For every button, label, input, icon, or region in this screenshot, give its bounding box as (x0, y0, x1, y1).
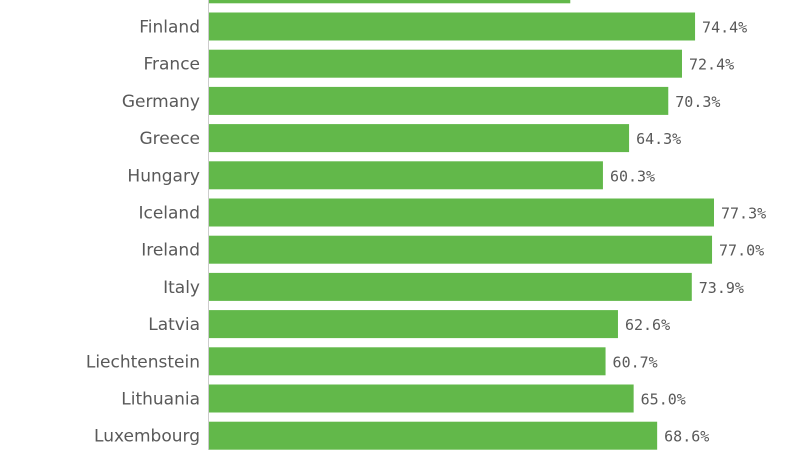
value-label-finland: 74.4% (702, 19, 747, 37)
category-label-greece: Greece (139, 129, 200, 149)
value-labels: 74.4% 72.4% 70.3% 64.3% 60.3% 77.3% 77.0% 73.9%… (610, 19, 766, 446)
bars-group (209, 0, 714, 450)
category-label-hungary: Hungary (127, 166, 200, 186)
value-label-iceland: 77.3% (721, 205, 766, 223)
bar-latvia (209, 310, 618, 339)
value-label-lithuania: 65.0% (641, 391, 686, 409)
bar-lithuania (209, 384, 634, 413)
value-label-germany: 70.3% (675, 93, 720, 111)
category-label-finland: Finland (139, 18, 200, 38)
value-label-hungary: 60.3% (610, 167, 655, 185)
bar-luxembourg (209, 421, 658, 450)
category-label-lithuania: Lithuania (121, 390, 200, 410)
category-label-liechtenstein: Liechtenstein (86, 352, 200, 372)
category-label-iceland: Iceland (138, 204, 200, 224)
bar-partial-top (209, 0, 571, 4)
bar-ireland (209, 235, 713, 264)
bar-liechtenstein (209, 347, 606, 376)
category-label-ireland: Ireland (141, 241, 200, 261)
value-label-latvia: 62.6% (625, 316, 670, 334)
category-label-france: France (143, 55, 200, 75)
value-label-liechtenstein: 60.7% (613, 353, 658, 371)
bar-germany (209, 86, 669, 115)
value-label-ireland: 77.0% (719, 242, 764, 260)
category-label-italy: Italy (163, 278, 200, 298)
category-labels: Finland France Germany Greece Hungary Iceland… (86, 18, 200, 447)
category-label-germany: Germany (122, 92, 200, 112)
value-label-italy: 73.9% (699, 279, 744, 297)
category-label-luxembourg: Luxembourg (94, 427, 200, 447)
bar-iceland (209, 198, 714, 227)
bar-finland (209, 12, 696, 41)
bar-hungary (209, 161, 603, 190)
value-label-france: 72.4% (689, 56, 734, 74)
bar-italy (209, 272, 692, 301)
value-label-luxembourg: 68.6% (664, 428, 709, 446)
category-label-latvia: Latvia (148, 315, 200, 335)
value-label-greece: 64.3% (636, 130, 681, 148)
bar-france (209, 49, 682, 78)
bar-greece (209, 124, 630, 153)
